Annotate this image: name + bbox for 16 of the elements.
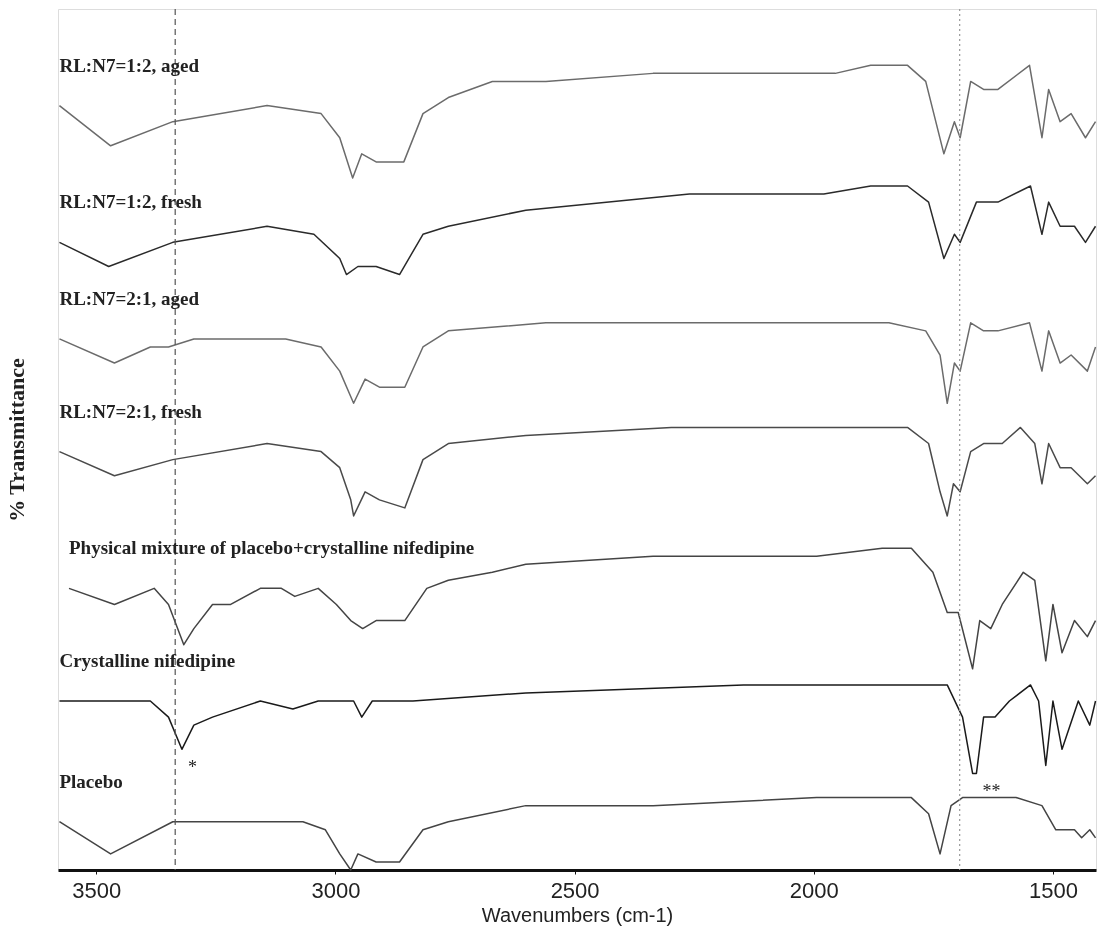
series-label: RL:N7=1:2, fresh	[59, 191, 203, 213]
series-label: RL:N7=2:1, aged	[59, 287, 200, 309]
x-axis-title: Wavenumbers (cm-1)	[481, 903, 674, 926]
x-tick-label: 2500	[550, 877, 600, 903]
series-label: Crystalline nifedipine	[59, 650, 236, 672]
series-label: Placebo	[59, 770, 123, 792]
x-tick-label: 3500	[72, 877, 122, 903]
annotation: *	[187, 757, 197, 778]
x-tick-label: 2000	[789, 877, 839, 903]
series-label: RL:N7=1:2, aged	[59, 54, 200, 76]
x-tick-label: 3000	[311, 877, 361, 903]
y-axis-title: % Transmittance	[3, 357, 29, 522]
annotation: **	[982, 781, 1001, 802]
series-label: Physical mixture of placebo+crystalline nifedipine	[69, 537, 475, 559]
series-label: RL:N7=2:1, fresh	[59, 400, 203, 422]
x-tick-label: 1500	[1028, 877, 1078, 903]
